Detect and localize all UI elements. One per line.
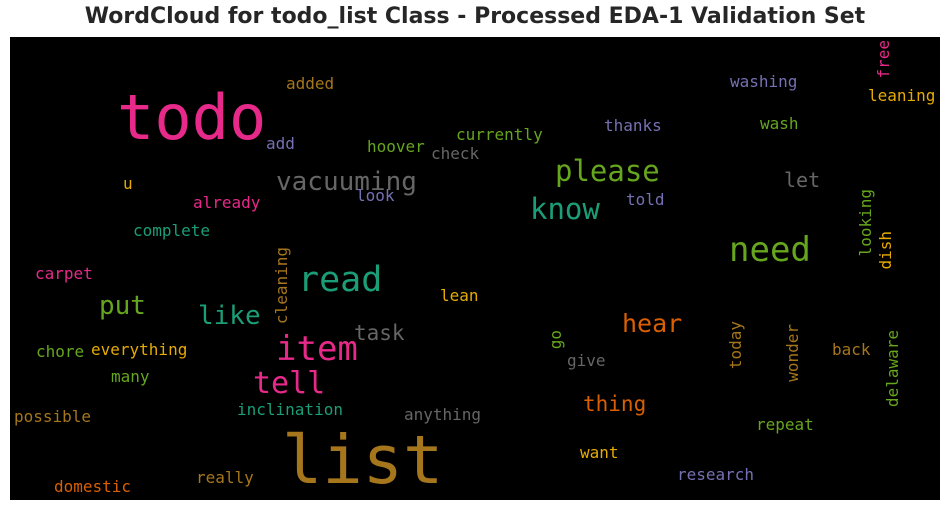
word-want: want xyxy=(580,443,619,462)
word-look: look xyxy=(356,186,395,205)
word-back: back xyxy=(832,340,871,359)
word-possible: possible xyxy=(14,407,92,426)
chart-title: WordCloud for todo_list Class - Processe… xyxy=(84,4,866,29)
word-thanks: thanks xyxy=(604,116,662,135)
word-read: read xyxy=(298,260,383,300)
word-chore: chore xyxy=(36,342,85,361)
word-thing: thing xyxy=(583,392,647,416)
word-research: research xyxy=(677,465,755,484)
word-hear: hear xyxy=(622,309,683,338)
word-anything: anything xyxy=(404,405,482,424)
word-like: like xyxy=(198,301,261,331)
word-u: u xyxy=(123,174,133,193)
word-please: please xyxy=(555,154,660,188)
word-many: many xyxy=(111,367,150,386)
word-item: item xyxy=(276,329,358,369)
word-need: need xyxy=(729,230,811,270)
word-hoover: hoover xyxy=(367,137,425,156)
word-everything: everything xyxy=(91,340,188,359)
wordcloud-canvas: todo list read item need please know tell vacuum… xyxy=(10,37,940,500)
word-know: know xyxy=(530,192,600,226)
word-already: already xyxy=(193,193,261,212)
word-really: really xyxy=(196,468,254,487)
word-washing: washing xyxy=(730,72,798,91)
word-give: give xyxy=(567,351,606,370)
word-domestic: domestic xyxy=(54,477,132,496)
word-inclination: inclination xyxy=(237,400,343,419)
word-complete: complete xyxy=(133,221,211,240)
word-list: list xyxy=(282,421,444,499)
word-carpet: carpet xyxy=(35,264,93,283)
word-free: free xyxy=(874,40,893,79)
word-cleaning: cleaning xyxy=(272,247,291,325)
word-go: go xyxy=(546,330,565,350)
word-wonder: wonder xyxy=(783,324,802,382)
word-task: task xyxy=(354,321,405,345)
word-add: add xyxy=(266,134,295,153)
word-put: put xyxy=(99,291,146,321)
word-delaware: delaware xyxy=(883,330,902,408)
word-vacuuming: vacuuming xyxy=(276,167,417,197)
word-currently: currently xyxy=(456,125,543,144)
word-today: today xyxy=(726,321,745,370)
word-wash: wash xyxy=(760,114,799,133)
word-let: let xyxy=(784,168,821,192)
word-added: added xyxy=(286,74,335,93)
word-repeat: repeat xyxy=(756,415,814,434)
word-check: check xyxy=(431,144,480,163)
word-lean: lean xyxy=(440,286,479,305)
word-looking: looking xyxy=(856,189,875,257)
word-tell: tell xyxy=(253,366,326,401)
word-leaning: leaning xyxy=(868,86,936,105)
word-dish: dish xyxy=(876,231,895,270)
word-todo: todo xyxy=(117,81,267,154)
word-told: told xyxy=(626,190,665,209)
